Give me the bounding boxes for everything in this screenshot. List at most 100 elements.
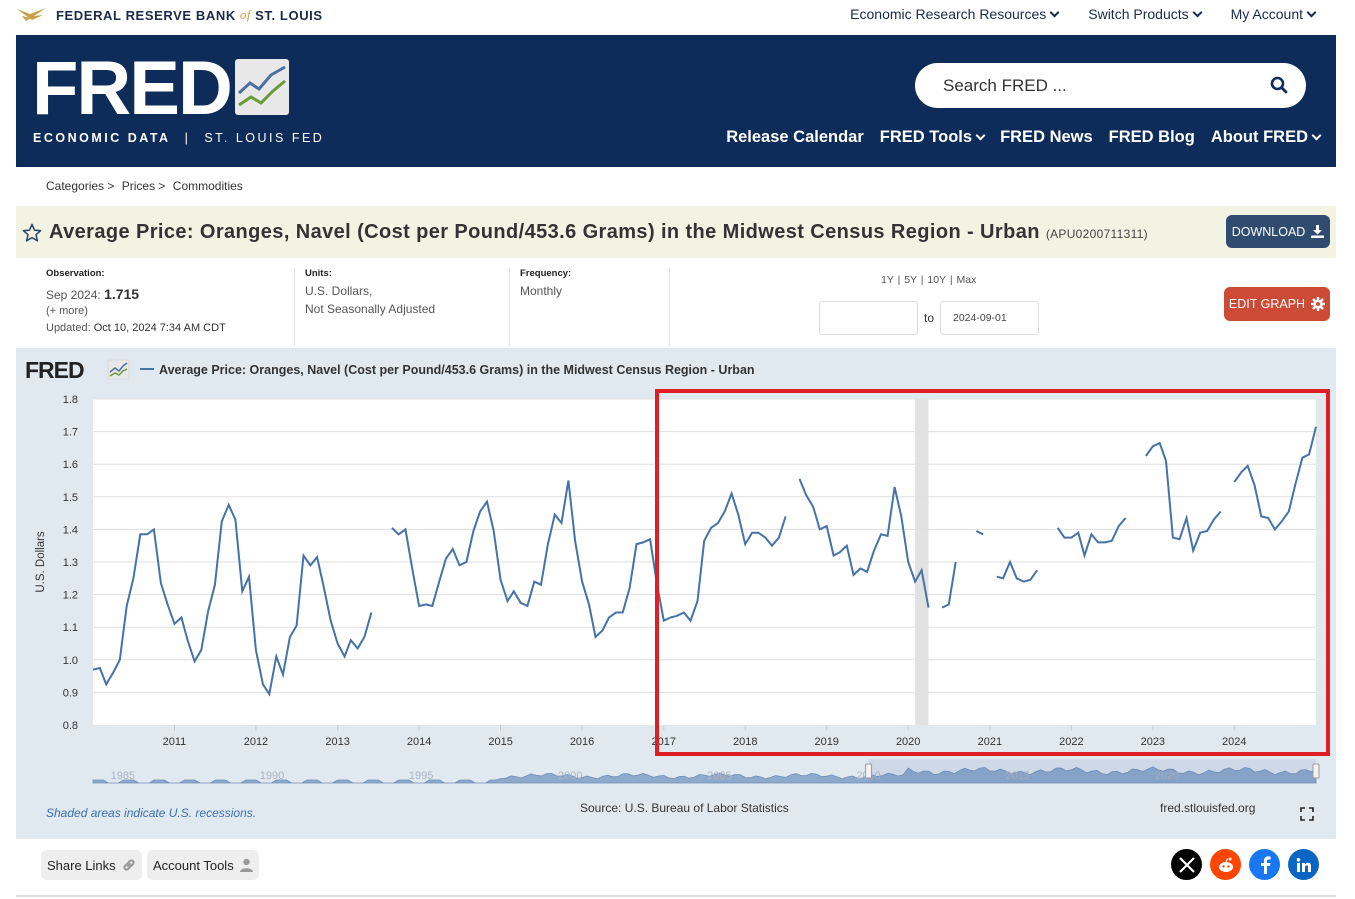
reddit-icon[interactable] <box>1210 849 1241 880</box>
search-input[interactable] <box>943 73 1263 99</box>
series-line <box>1233 426 1317 532</box>
breadcrumb: Categories > Prices > Commodities <box>46 179 243 193</box>
navigator-label: 2005 <box>707 770 731 782</box>
eagle-icon <box>17 8 46 21</box>
updated-value: Oct 10, 2024 7:34 AM CDT <box>93 322 226 334</box>
observation-label: Observation: <box>46 268 105 279</box>
navigator-area <box>92 766 1317 784</box>
chevron-down-icon <box>1049 7 1060 17</box>
federal-reserve-logo[interactable]: FEDERAL RESERVE BANK of ST. LOUIS <box>16 5 323 25</box>
nav-release-calendar[interactable]: Release Calendar <box>726 128 864 147</box>
x-tick-label: 2014 <box>407 736 431 748</box>
start-date-input[interactable] <box>819 301 918 335</box>
graph-brand-text: FRED <box>25 357 84 383</box>
end-date-input[interactable]: 2024-09-01 <box>940 301 1039 335</box>
download-button[interactable]: DOWNLOAD <box>1226 215 1330 248</box>
series-meta: Observation: Sep 2024: 1.715 (+ more) Up… <box>16 264 1336 346</box>
facebook-icon[interactable] <box>1249 849 1280 880</box>
breadcrumb-categories[interactable]: Categories <box>46 179 105 193</box>
nav-fred-news[interactable]: FRED News <box>1000 128 1093 147</box>
divider <box>294 268 295 346</box>
y-tick-label: 1.1 <box>63 622 78 634</box>
observation-value-line: Sep 2024: 1.715 <box>46 285 226 304</box>
nav-switch-products[interactable]: Switch Products <box>1088 6 1203 22</box>
logo-text-of: of <box>239 7 252 22</box>
nav-fred-tools[interactable]: FRED Tools <box>880 128 986 147</box>
search-icon[interactable] <box>1270 76 1288 94</box>
frequency-block: Frequency: Monthly <box>520 268 571 300</box>
units-block: Units: U.S. Dollars, Not Seasonally Adju… <box>305 268 435 318</box>
plot-area: 0.8 0.9 1.0 1.1 1.2 1.3 1.4 1.5 1.6 1.7 1.8 2011 201… <box>63 394 1317 748</box>
share-links-button[interactable]: Share Links <box>41 850 142 880</box>
user-icon <box>239 858 253 872</box>
x-tick-label: 2024 <box>1222 736 1246 748</box>
nav-economic-research-resources[interactable]: Economic Research Resources <box>850 6 1060 22</box>
range-navigator[interactable]: 19851990199520002005201020152020 <box>92 759 1320 784</box>
x-tick-label: 2013 <box>325 736 349 748</box>
download-label: DOWNLOAD <box>1231 224 1306 239</box>
navigator-label: 1985 <box>111 770 135 782</box>
navigator-label: 1990 <box>260 770 284 782</box>
nav-my-account[interactable]: My Account <box>1231 6 1317 22</box>
y-tick-label: 1.7 <box>63 427 78 439</box>
edit-graph-label: EDIT GRAPH <box>1228 297 1306 311</box>
nav-about-fred[interactable]: About FRED <box>1211 128 1322 147</box>
star-icon[interactable] <box>22 223 42 243</box>
y-tick-label: 1.0 <box>63 655 78 667</box>
divider <box>669 268 670 346</box>
edit-graph-button[interactable]: EDIT GRAPH <box>1224 287 1330 321</box>
observation-block: Observation: Sep 2024: 1.715 (+ more) Up… <box>46 268 226 334</box>
share-links-label: Share Links <box>47 857 116 873</box>
subtitle-st-louis-fed: ST. LOUIS FED <box>204 131 325 145</box>
download-icon <box>1311 225 1325 238</box>
series-line <box>92 502 373 697</box>
x-tick-label: 2021 <box>978 736 1002 748</box>
series-line <box>996 559 1039 583</box>
frequency-label: Frequency: <box>520 268 572 279</box>
range-links[interactable]: 1Y | 5Y | 10Y | Max <box>881 274 977 286</box>
chevron-down-icon <box>1192 7 1203 17</box>
chevron-down-icon <box>1311 130 1322 141</box>
nav-fred-blog[interactable]: FRED Blog <box>1109 128 1195 147</box>
series-id: (APU0200711311) <box>1045 227 1148 241</box>
breadcrumb-commodities[interactable]: Commodities <box>172 179 243 193</box>
series-line <box>941 561 957 609</box>
logo-text-right: ST. LOUIS <box>255 7 323 23</box>
frequency-value: Monthly <box>520 284 563 298</box>
graph-brand: FRED <box>25 357 130 383</box>
updated-line: Updated: Oct 10, 2024 7:34 AM CDT <box>46 322 226 334</box>
line-chart[interactable]: FRED Average Price: Oranges, Navel (Cost… <box>16 348 1336 839</box>
y-tick-label: 1.2 <box>63 590 78 602</box>
gear-icon <box>1311 297 1326 311</box>
series-line <box>391 480 787 639</box>
navigator-handle-right[interactable] <box>1312 763 1320 779</box>
units-line-2: Not Seasonally Adjusted <box>305 302 436 316</box>
site-link[interactable]: fred.stlouisfed.org <box>1160 801 1255 815</box>
x-tick-label: 2019 <box>814 736 838 748</box>
y-axis-label: U.S. Dollars <box>35 531 47 593</box>
x-tick-label: 2022 <box>1059 736 1083 748</box>
linkedin-icon[interactable] <box>1288 849 1319 880</box>
recession-note[interactable]: Shaded areas indicate U.S. recessions. <box>46 806 256 820</box>
units-label: Units: <box>305 268 332 279</box>
fullscreen-icon[interactable] <box>1300 807 1314 821</box>
more-link[interactable]: (+ more) <box>46 305 88 317</box>
series-line <box>1145 441 1222 555</box>
y-tick-label: 0.8 <box>63 720 78 732</box>
search-box <box>915 63 1306 108</box>
top-nav: Economic Research Resources Switch Produ… <box>850 6 1317 22</box>
graph-panel: FRED Average Price: Oranges, Navel (Cost… <box>16 348 1336 839</box>
account-tools-button[interactable]: Account Tools <box>147 850 259 880</box>
to-label: to <box>924 311 935 325</box>
x-icon[interactable] <box>1171 849 1202 880</box>
series-title: Average Price: Oranges, Navel (Cost per … <box>49 221 1040 243</box>
series-line <box>1056 517 1127 559</box>
x-tick-label: 2018 <box>733 736 757 748</box>
highlight-box <box>655 389 1330 756</box>
bottom-tools: Share Links Account Tools <box>16 845 1336 899</box>
breadcrumb-prices[interactable]: Prices <box>121 179 156 193</box>
fred-logo-registered: ® <box>203 105 210 115</box>
x-tick-label: 2016 <box>570 736 594 748</box>
series-line <box>975 530 984 536</box>
navigator-handle-left[interactable] <box>865 763 873 779</box>
